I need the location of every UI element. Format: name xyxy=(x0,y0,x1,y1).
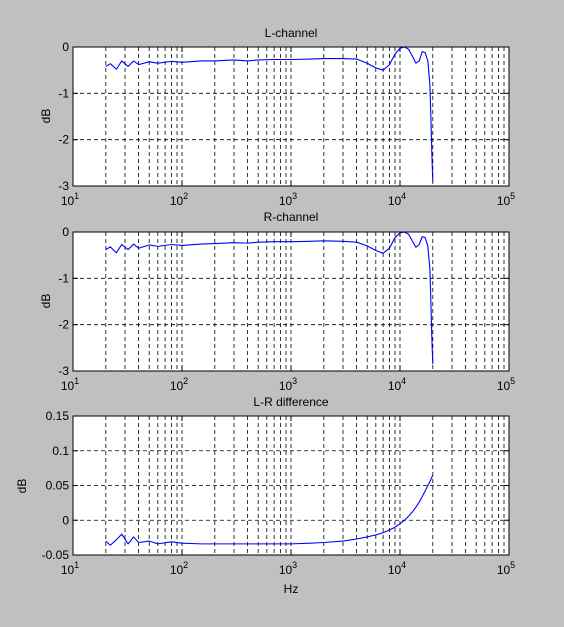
r-channel-grid xyxy=(73,232,509,371)
difference-trace xyxy=(105,474,434,546)
difference-title: L-R difference xyxy=(253,395,328,409)
r-channel-ytick-label: -2 xyxy=(58,318,69,332)
l-channel-xtick-label: 102 xyxy=(170,191,188,208)
difference-ytick-label: 0.1 xyxy=(52,444,69,458)
r-channel-trace xyxy=(105,231,434,365)
difference-xtick-label: 105 xyxy=(497,560,515,577)
l-channel-ytick-label: 0 xyxy=(62,40,69,54)
l-channel-ylabel: dB xyxy=(39,109,53,124)
l-channel-xtick-label: 104 xyxy=(388,191,406,208)
l-channel-ytick-label: -1 xyxy=(58,86,69,100)
l-channel-ticks: 101 102 103 104 105 0 -1 -2 -3 xyxy=(58,40,515,208)
l-channel-xtick-label: 103 xyxy=(279,191,297,208)
difference-xtick-label: 102 xyxy=(170,560,188,577)
l-channel-ytick-label: -2 xyxy=(58,133,69,147)
difference-xlabel: Hz xyxy=(284,582,299,596)
difference-ytick-label: 0.15 xyxy=(46,409,70,423)
r-channel-plot-area xyxy=(72,231,510,372)
difference-grid xyxy=(73,416,509,555)
r-channel-xtick-label: 105 xyxy=(497,376,515,393)
r-channel-ylabel: dB xyxy=(39,294,53,309)
l-channel-xtick-label: 105 xyxy=(497,191,515,208)
r-channel-xtick-label: 104 xyxy=(388,376,406,393)
r-channel-ticks: 101 102 103 104 105 0 -1 -2 -3 xyxy=(58,225,515,393)
l-channel-grid xyxy=(73,47,509,186)
difference-ytick-label: -0.05 xyxy=(42,548,70,562)
difference-ylabel: dB xyxy=(15,479,29,494)
difference-xtick-label: 103 xyxy=(279,560,297,577)
l-channel-axes-frame xyxy=(72,46,510,187)
l-channel-xtick-label: 101 xyxy=(61,191,79,208)
r-channel-ytick-label: -3 xyxy=(58,364,69,378)
difference-ytick-label: 0 xyxy=(62,513,69,527)
r-channel-axes-frame xyxy=(72,231,510,372)
r-channel-xtick-label: 103 xyxy=(279,376,297,393)
difference-xtick-label: 104 xyxy=(388,560,406,577)
r-channel-ytick-label: 0 xyxy=(62,225,69,239)
difference-axes: 101 102 103 104 105 0.15 0.1 0.05 0 -0.05 L-R dif… xyxy=(15,395,515,596)
difference-xtick-label: 101 xyxy=(61,560,79,577)
l-channel-axes: 101 102 103 104 105 0 -1 -2 -3 L-channel dB xyxy=(39,26,515,208)
l-channel-ytick-label: -3 xyxy=(58,179,69,193)
l-channel-trace xyxy=(105,46,434,182)
difference-axes-frame xyxy=(72,415,510,556)
r-channel-xtick-label: 102 xyxy=(170,376,188,393)
difference-ytick-label: 0.05 xyxy=(46,479,70,493)
r-channel-ytick-label: -1 xyxy=(58,271,69,285)
r-channel-xtick-label: 101 xyxy=(61,376,79,393)
l-channel-title: L-channel xyxy=(265,26,318,40)
l-channel-plot-area xyxy=(72,46,510,187)
difference-ticks: 101 102 103 104 105 0.15 0.1 0.05 0 -0.05 xyxy=(42,409,516,577)
r-channel-title: R-channel xyxy=(264,210,319,224)
r-channel-axes: 101 102 103 104 105 0 -1 -2 -3 R-channel dB xyxy=(39,210,515,393)
